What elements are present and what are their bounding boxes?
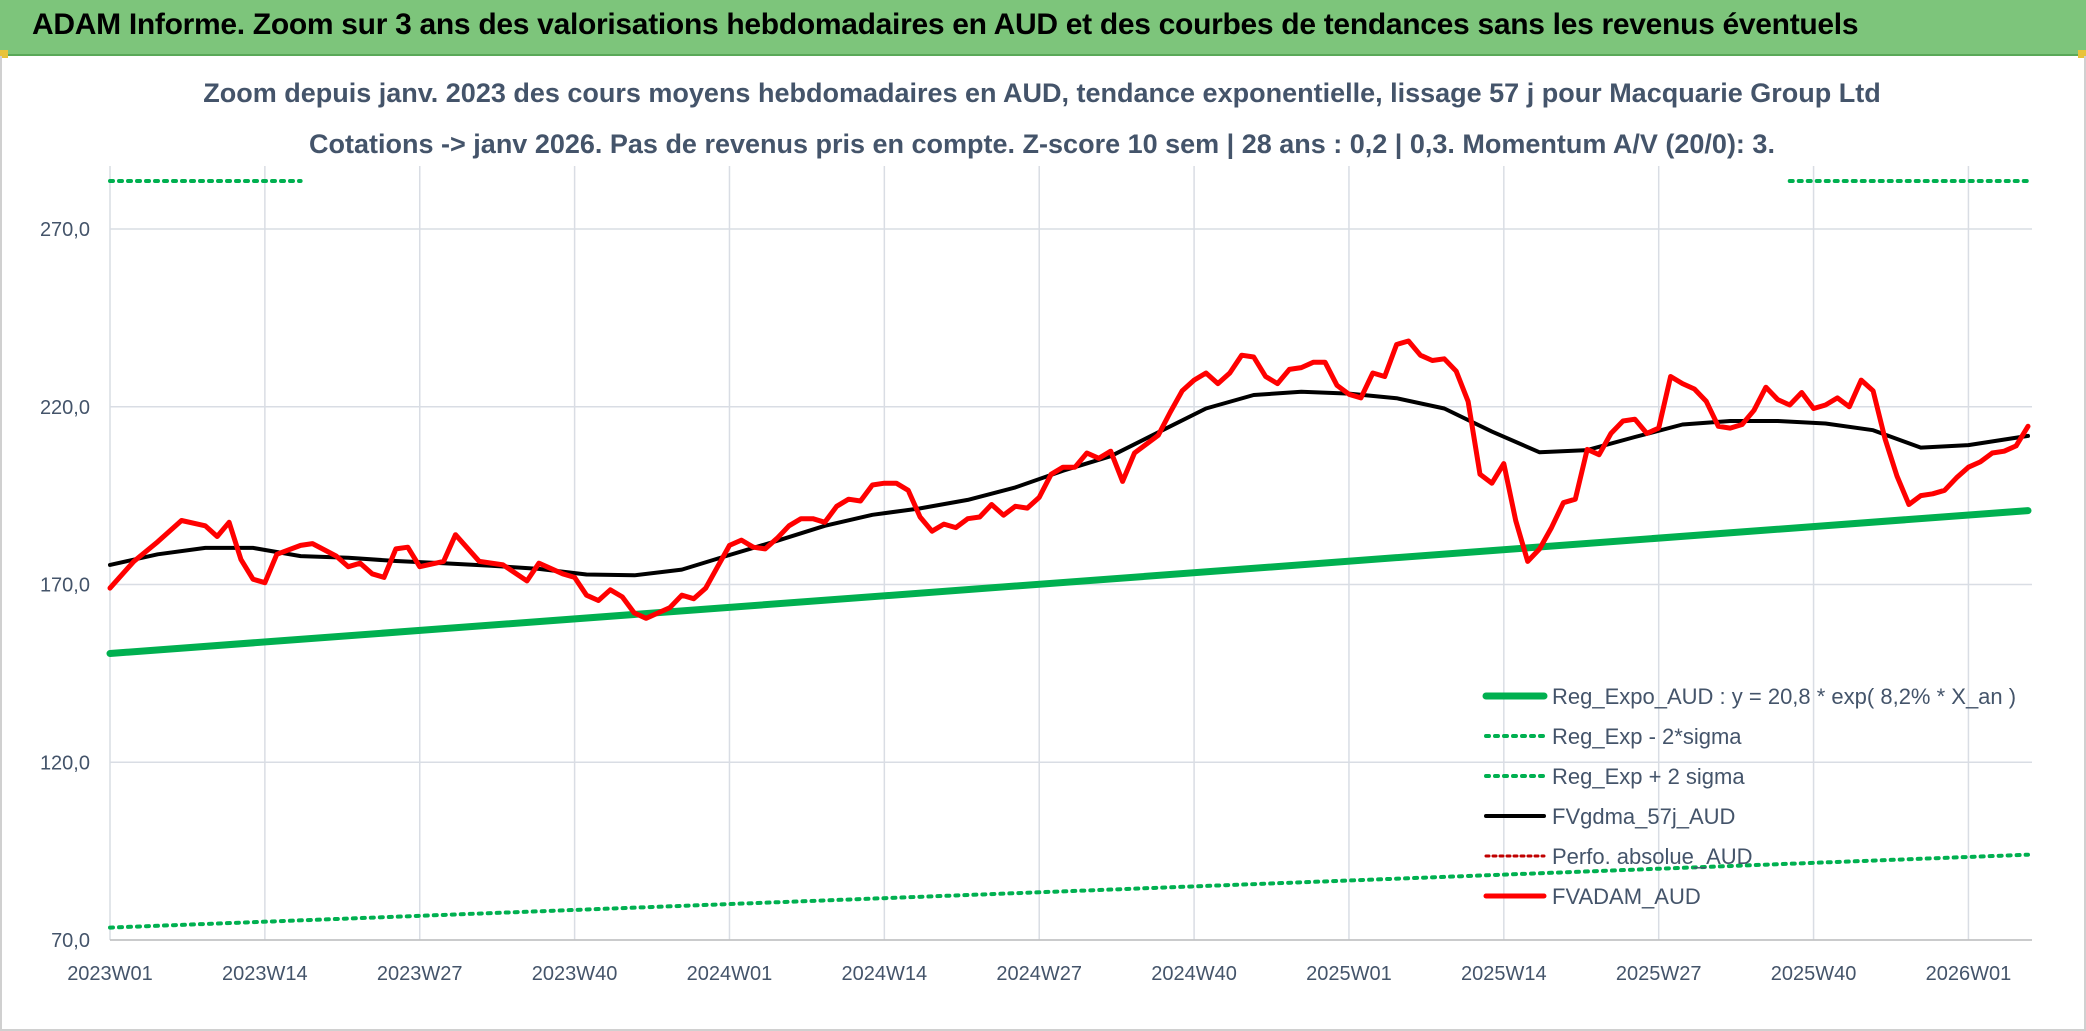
x-tick-label: 2024W01 bbox=[687, 963, 773, 985]
grid bbox=[109, 166, 2032, 941]
x-tick-label: 2025W27 bbox=[1616, 963, 1702, 985]
x-tick-label: 2023W01 bbox=[67, 963, 153, 985]
x-tick-label: 2025W01 bbox=[1306, 963, 1392, 985]
report-header: ADAM Informe. Zoom sur 3 ans des valoris… bbox=[0, 0, 2086, 58]
axis-ticks: 70,0 120,0 170,0 220,0 270,0 2023W01 2023W14 20… bbox=[40, 219, 2011, 985]
x-tick-label: 2024W27 bbox=[996, 963, 1082, 985]
chart-title-line1: Zoom depuis janv. 2023 des cours moyens … bbox=[203, 78, 1880, 108]
legend-label-perfo: Perfo. absolue_AUD bbox=[1552, 844, 1753, 869]
x-tick-label: 2024W40 bbox=[1151, 963, 1237, 985]
x-tick-label: 2023W14 bbox=[222, 963, 308, 985]
x-tick-label: 2026W01 bbox=[1926, 963, 2012, 985]
x-tick-label: 2025W14 bbox=[1461, 963, 1547, 985]
series-fvadam bbox=[107, 338, 2031, 621]
legend: Reg_Expo_AUD : y = 20,8 * exp( 8,2% * X_… bbox=[1482, 684, 2016, 909]
y-tick-label: 220,0 bbox=[40, 397, 90, 419]
legend-label-reg-minus: Reg_Exp - 2*sigma bbox=[1552, 724, 1742, 749]
legend-label-reg-plus: Reg_Exp + 2 sigma bbox=[1552, 764, 1745, 789]
series-reg-expo bbox=[106, 507, 2032, 657]
report-title: ADAM Informe. Zoom sur 3 ans des valoris… bbox=[32, 8, 1859, 41]
y-tick-label: 120,0 bbox=[40, 752, 90, 774]
x-tick-label: 2023W27 bbox=[377, 963, 463, 985]
x-tick-label: 2023W40 bbox=[532, 963, 618, 985]
x-tick-label: 2024W14 bbox=[842, 963, 928, 985]
legend-label-fvadam: FVADAM_AUD bbox=[1552, 884, 1701, 909]
header-corner-left bbox=[0, 50, 8, 58]
x-tick-label: 2025W40 bbox=[1771, 963, 1857, 985]
chart-frame: Zoom depuis janv. 2023 des cours moyens … bbox=[0, 56, 2086, 1031]
series-reg-minus bbox=[108, 852, 2030, 930]
line-chart: Zoom depuis janv. 2023 des cours moyens … bbox=[40, 78, 2032, 985]
legend-label-reg-expo: Reg_Expo_AUD : y = 20,8 * exp( 8,2% * X_… bbox=[1552, 684, 2016, 709]
legend-label-fvgdma: FVgdma_57j_AUD bbox=[1552, 804, 1735, 829]
series-lines bbox=[106, 179, 2032, 930]
y-tick-label: 170,0 bbox=[40, 575, 90, 597]
header-corner-right bbox=[2078, 50, 2086, 58]
y-tick-label: 270,0 bbox=[40, 219, 90, 241]
y-tick-label: 70,0 bbox=[51, 930, 90, 952]
chart-title-line2: Cotations -> janv 2026. Pas de revenus p… bbox=[309, 129, 1775, 159]
